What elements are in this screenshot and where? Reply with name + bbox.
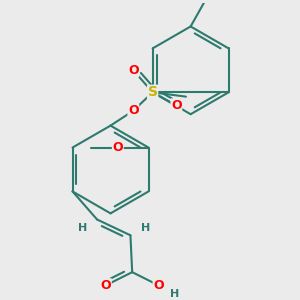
Text: H: H — [141, 223, 150, 233]
Text: O: O — [128, 64, 139, 77]
Text: H: H — [170, 289, 179, 299]
Text: H: H — [78, 223, 88, 233]
Text: O: O — [112, 141, 123, 154]
Text: O: O — [153, 279, 164, 292]
Text: O: O — [128, 104, 139, 117]
Text: O: O — [171, 99, 181, 112]
Text: S: S — [148, 85, 158, 99]
Text: O: O — [100, 279, 111, 292]
